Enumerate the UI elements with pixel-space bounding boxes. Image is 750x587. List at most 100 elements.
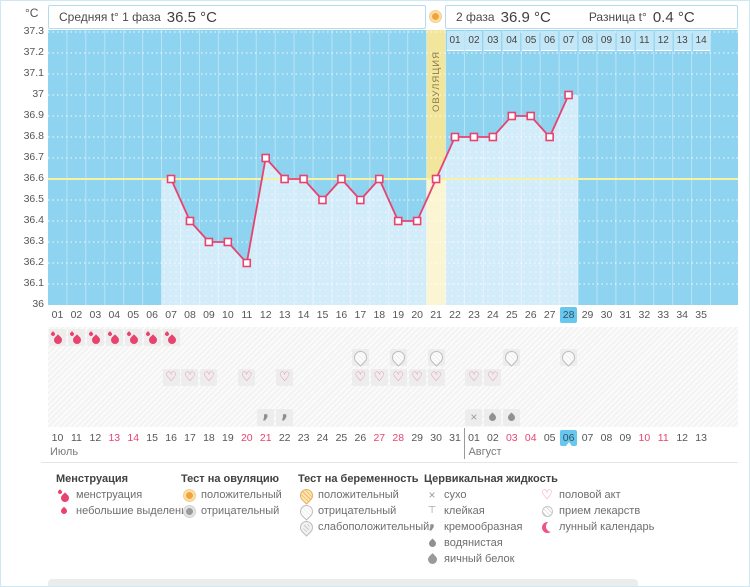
date-number[interactable]: 07 [581,432,594,444]
cycle-day-number[interactable]: 18 [373,309,386,321]
cycle-day-number[interactable]: 33 [657,309,670,321]
cycle-day-number[interactable]: 05 [127,309,140,321]
temp-marker[interactable] [431,174,441,184]
temp-marker[interactable] [450,132,460,142]
date-number[interactable]: 02 [487,432,499,444]
date-number[interactable]: 10 [638,432,651,444]
pregnancy-test-row-cell[interactable] [559,347,578,367]
cycle-day-number[interactable]: 02 [70,309,83,321]
menstruation-row-cell[interactable] [86,328,104,346]
temp-marker[interactable] [166,174,176,184]
date-number[interactable]: 22 [278,432,291,444]
menstruation-row-cell[interactable] [143,328,161,346]
cycle-day-number[interactable]: 31 [619,309,632,321]
intercourse-row-cell[interactable]: ♡ [465,368,483,386]
cycle-day-number[interactable]: 35 [695,309,707,321]
intercourse-row-cell[interactable]: ♡ [351,368,369,386]
intercourse-row-cell[interactable]: ♡ [181,368,199,386]
date-number[interactable]: 12 [676,432,689,444]
cycle-day-number[interactable]: 03 [89,309,102,321]
menstruation-row-cell[interactable] [124,328,142,346]
date-number[interactable]: 31 [449,432,461,444]
temp-marker[interactable] [564,90,573,100]
temp-marker[interactable] [469,132,479,142]
temp-marker[interactable] [507,111,517,121]
cycle-day-number[interactable]: 22 [449,309,461,321]
cycle-day-number[interactable]: 08 [184,309,196,321]
intercourse-row-cell[interactable]: ♡ [408,368,426,386]
pregnancy-test-row-cell[interactable] [351,347,370,367]
intercourse-row-cell[interactable]: ♡ [200,368,218,386]
date-number[interactable]: 15 [146,432,158,444]
date-number[interactable]: 17 [184,432,196,444]
cycle-day-number[interactable]: 23 [468,309,480,321]
cycle-day-current[interactable]: 28 [560,307,578,323]
cycle-day-number[interactable]: 26 [524,309,537,321]
cycle-day-number[interactable]: 16 [335,309,348,321]
pregnancy-test-row-cell[interactable] [502,347,521,367]
date-number[interactable]: 04 [524,432,537,444]
temp-marker[interactable] [242,258,252,268]
cycle-day-number[interactable]: 20 [411,309,423,321]
cycle-day-number[interactable]: 13 [278,309,291,321]
cycle-day-number[interactable]: 19 [392,309,405,321]
temp-marker[interactable] [337,174,346,184]
cycle-day-number[interactable]: 07 [165,309,177,321]
cycle-day-number[interactable]: 10 [222,309,234,321]
menstruation-row-cell[interactable] [105,328,123,346]
cycle-day-number[interactable]: 09 [203,309,215,321]
cycle-day-number[interactable]: 06 [146,309,158,321]
menstruation-row-cell[interactable] [48,328,66,346]
date-number[interactable]: 05 [543,432,556,444]
date-number[interactable]: 11 [657,432,669,444]
cycle-day-number[interactable]: 27 [543,309,556,321]
cycle-day-number[interactable]: 30 [600,309,613,321]
date-number[interactable]: 25 [335,432,348,444]
date-number[interactable]: 18 [203,432,215,444]
date-number[interactable]: 30 [430,432,442,444]
temp-marker[interactable] [204,237,214,247]
pregnancy-test-row-cell[interactable] [389,347,408,367]
cycle-day-number[interactable]: 17 [354,309,367,321]
intercourse-row-cell[interactable]: ♡ [162,368,180,386]
next-section-bar[interactable] [48,579,638,586]
cycle-day-number[interactable]: 11 [241,309,253,321]
cervical-fluid-row-cell[interactable]: × [465,408,483,426]
temp-marker[interactable] [412,216,422,226]
temp-marker[interactable] [356,195,365,205]
cycle-day-number[interactable]: 29 [581,309,594,321]
cycle-day-number[interactable]: 34 [676,309,689,321]
temp-marker[interactable] [185,216,195,226]
intercourse-row-cell[interactable]: ♡ [389,368,407,386]
intercourse-row-cell[interactable]: ♡ [370,368,388,386]
date-number[interactable]: 24 [316,432,329,444]
temp-marker[interactable] [280,174,289,184]
date-number[interactable]: 19 [222,432,234,444]
intercourse-row-cell[interactable]: ♡ [484,368,502,386]
temp-marker[interactable] [526,111,536,121]
date-number[interactable]: 26 [354,432,367,444]
temp-marker[interactable] [374,174,384,184]
date-number[interactable]: 29 [411,432,423,444]
cervical-fluid-row-cell[interactable]: , [257,402,275,426]
date-number[interactable]: 16 [165,432,177,444]
cycle-day-number[interactable]: 24 [487,309,499,321]
temp-marker[interactable] [261,153,270,163]
cycle-day-number[interactable]: 12 [259,309,272,321]
date-number[interactable]: 28 [392,432,405,444]
date-number[interactable]: 13 [108,432,121,444]
cycle-day-number[interactable]: 01 [51,309,64,321]
date-number[interactable]: 20 [240,432,253,444]
date-number[interactable]: 11 [70,432,82,444]
date-number[interactable]: 08 [600,432,613,444]
date-number[interactable]: 14 [127,432,140,444]
temp-marker[interactable] [393,216,403,226]
cycle-day-number[interactable]: 14 [297,309,310,321]
cycle-day-number[interactable]: 21 [430,309,442,321]
pregnancy-test-row-cell[interactable] [426,347,446,367]
intercourse-row-cell[interactable]: ♡ [427,368,445,386]
date-number[interactable]: 12 [89,432,102,444]
temp-marker[interactable] [223,237,233,247]
date-number[interactable]: 13 [695,432,707,444]
date-number[interactable]: 27 [373,432,386,444]
